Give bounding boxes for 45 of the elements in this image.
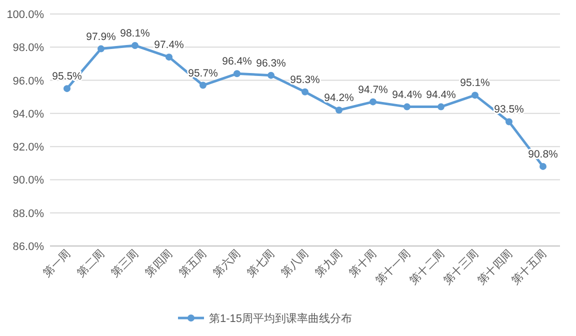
point [540, 162, 546, 170]
data-label: 98.1% [120, 27, 150, 40]
data-label: 94.2% [324, 92, 354, 104]
y-tick-label: 92.0% [12, 142, 44, 154]
data-label: 96.3% [256, 57, 286, 70]
point [132, 42, 138, 49]
legend-label: 第1-15周平均到课率曲线分布 [209, 312, 352, 325]
x-tick-label: 第六周 [210, 246, 244, 280]
y-tick-label: 90.0% [12, 174, 44, 187]
x-tick-label: 第五周 [177, 248, 210, 280]
data-label: 97.9% [86, 30, 116, 43]
point [64, 85, 70, 92]
point [438, 103, 444, 110]
point [370, 98, 376, 106]
data-label: 95.3% [290, 74, 320, 86]
point [336, 106, 342, 114]
point [404, 103, 410, 110]
x-tick-label: 第七周 [244, 246, 278, 280]
point [200, 82, 206, 89]
y-tick-label: 88.0% [12, 208, 44, 220]
x-tick-label: 第二周 [75, 248, 108, 280]
y-tick-label: 94.0% [12, 108, 44, 120]
data-label: 93.5% [494, 104, 524, 116]
point [302, 88, 308, 96]
x-tick-label: 第四周 [143, 248, 176, 280]
data-label: 95.1% [460, 77, 490, 90]
data-label: 97.4% [154, 39, 184, 52]
x-tick-label: 第三周 [109, 248, 142, 280]
point [166, 54, 172, 61]
data-label: 96.4% [222, 56, 252, 68]
x-tick-label: 第九周 [312, 246, 346, 280]
point [268, 72, 274, 79]
y-tick-label: 86.0% [12, 241, 44, 253]
y-tick-label: 96.0% [12, 75, 44, 88]
data-label: 94.4% [426, 88, 456, 101]
point [506, 118, 512, 126]
data-label: 95.7% [188, 67, 218, 80]
y-tick-label: 100.0% [6, 9, 44, 21]
point [98, 45, 104, 52]
x-tick-label: 第八周 [279, 248, 312, 280]
y-tick-label: 98.0% [12, 42, 44, 54]
point [234, 70, 240, 78]
data-label: 94.7% [358, 84, 388, 96]
data-label: 94.4% [392, 88, 422, 101]
point [472, 92, 478, 99]
